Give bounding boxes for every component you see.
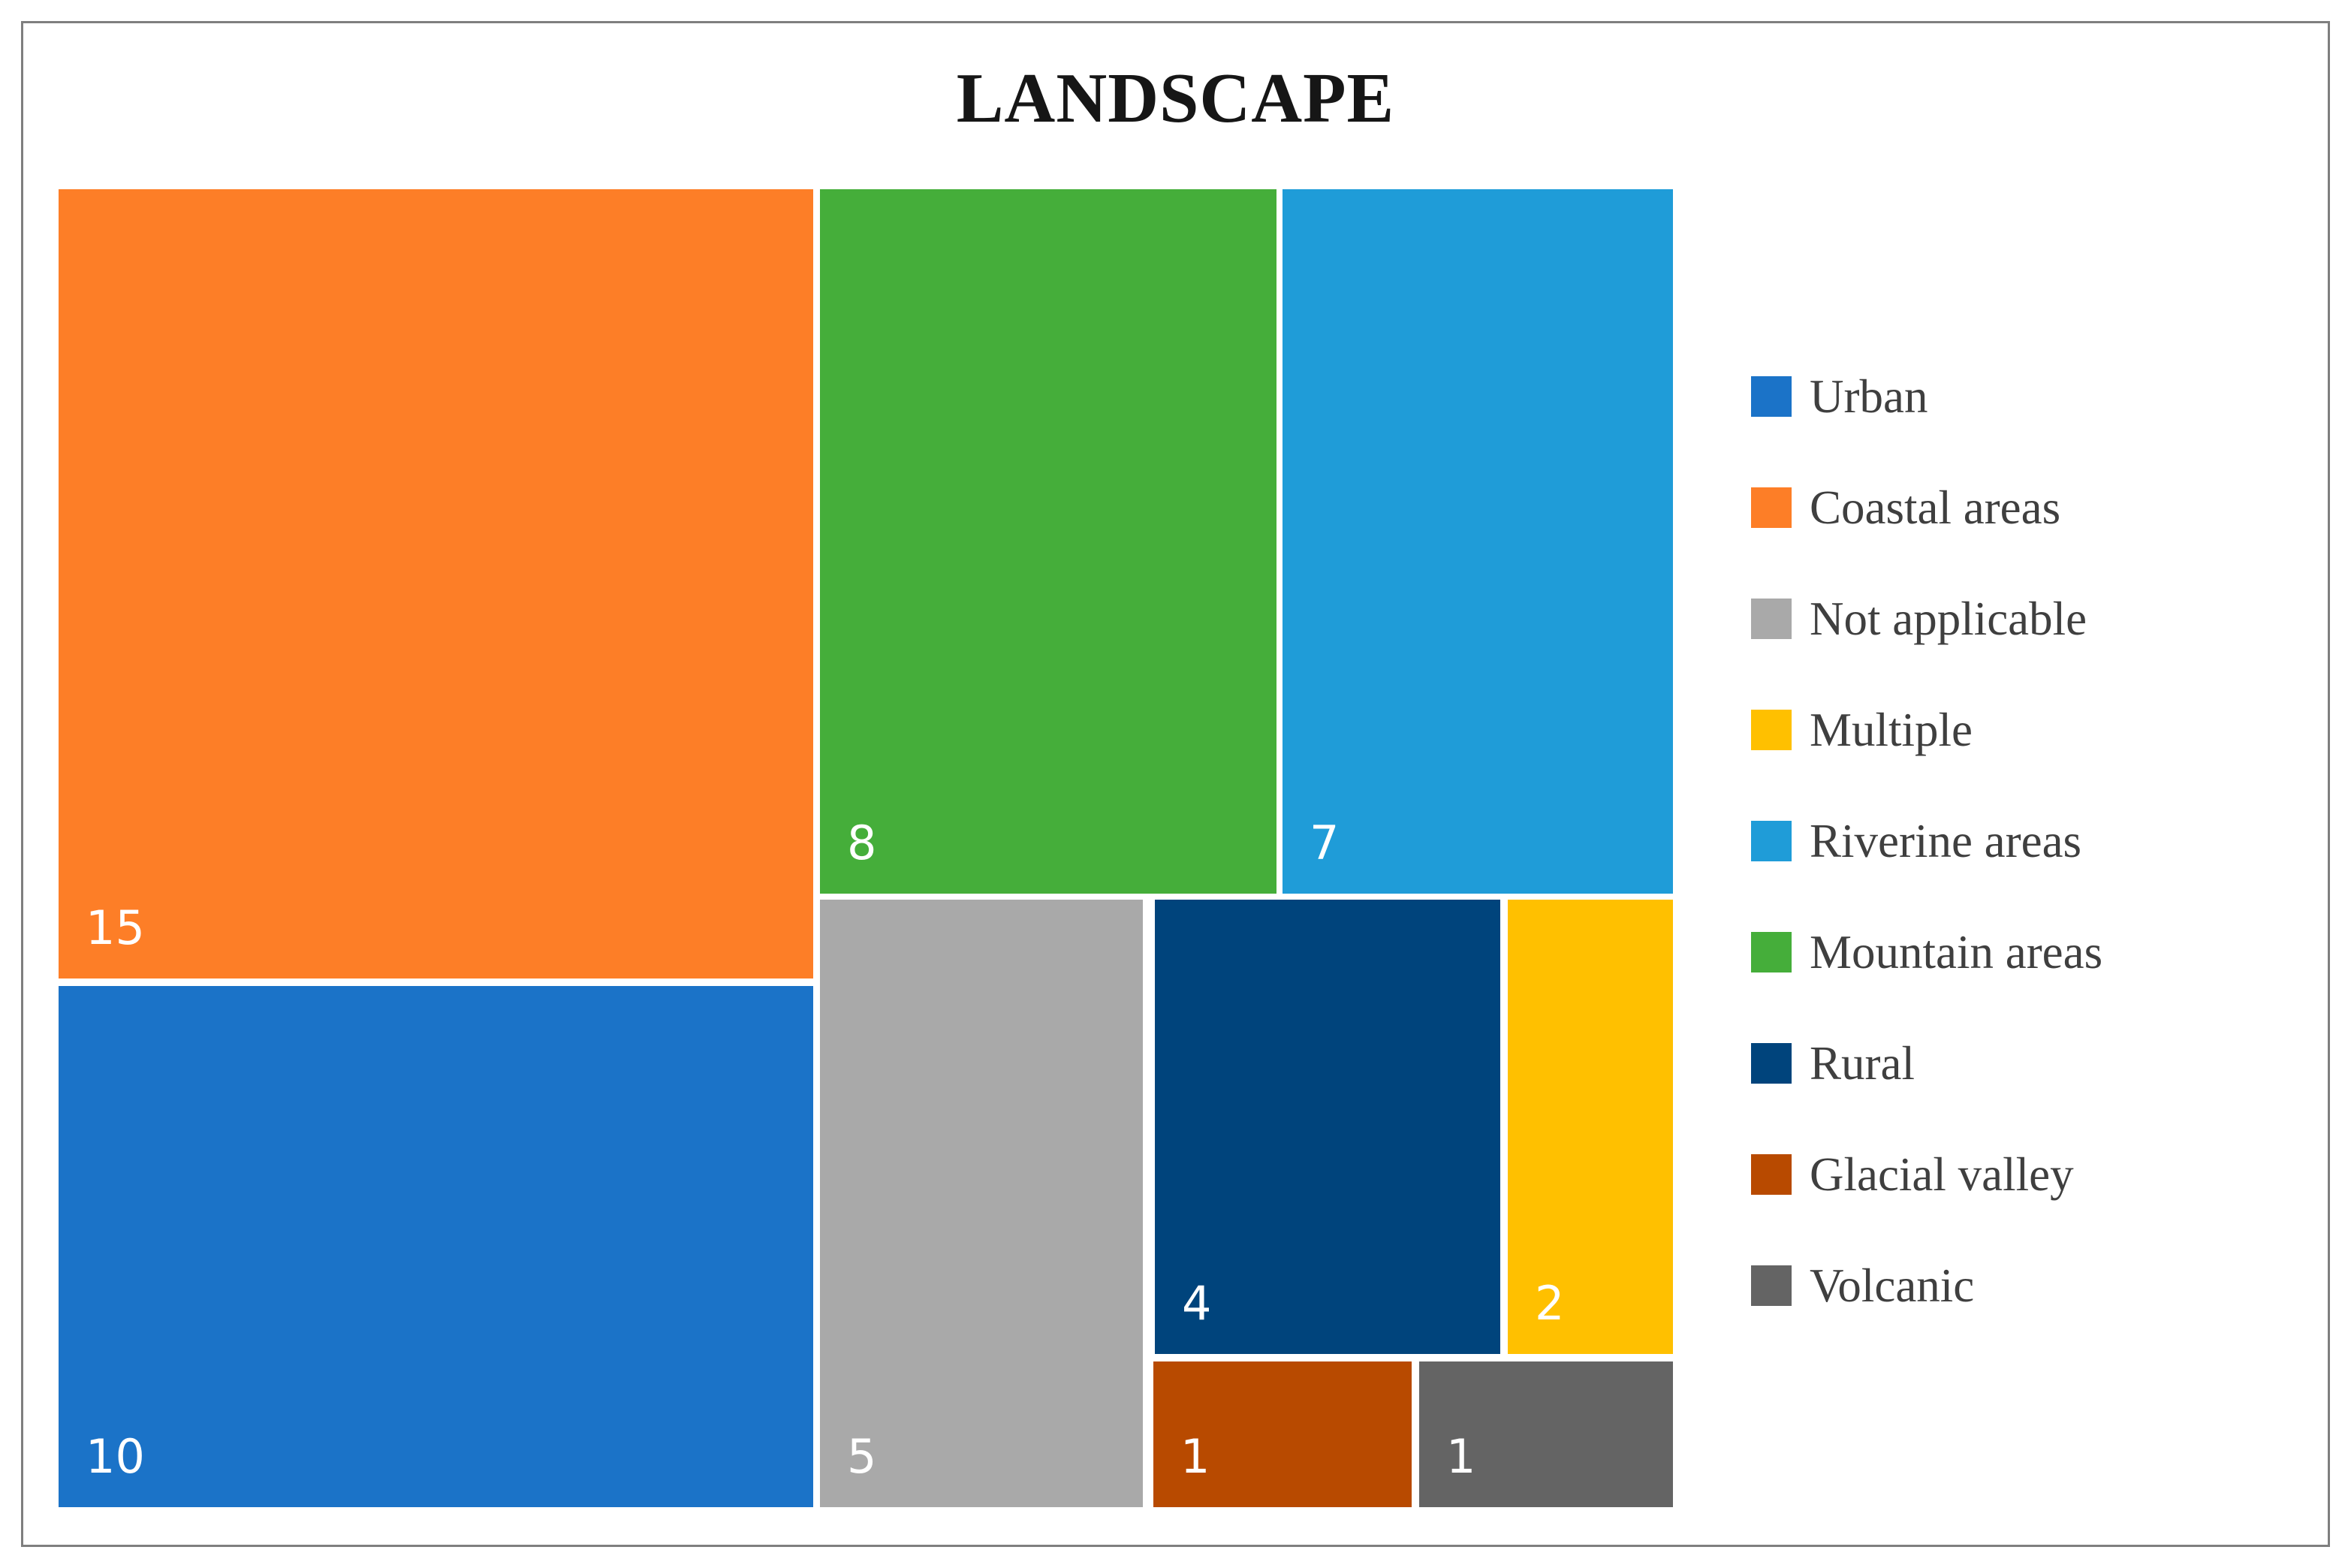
legend-item: Rural — [1751, 1008, 2102, 1119]
treemap-tile-glacial-valley: 1 — [1153, 1361, 1412, 1507]
tile-value-label: 1 — [1446, 1429, 1476, 1484]
legend-item: Volcanic — [1751, 1230, 2102, 1341]
legend-item-label: Riverine areas — [1810, 814, 2082, 867]
treemap-tile-rural: 4 — [1155, 900, 1500, 1354]
legend-item-label: Multiple — [1810, 703, 1973, 756]
tile-value-label: 10 — [86, 1429, 145, 1484]
tile-value-label: 1 — [1180, 1429, 1210, 1484]
legend-swatch — [1751, 1154, 1792, 1195]
legend-swatch — [1751, 710, 1792, 750]
legend-item-label: Urban — [1810, 369, 1928, 423]
legend-item-label: Coastal areas — [1810, 481, 2061, 534]
treemap-plot-area: 15 10 8 7 5 4 2 1 1 — [59, 189, 1673, 1507]
treemap-tile-multiple: 2 — [1508, 900, 1673, 1354]
legend-swatch — [1751, 821, 1792, 861]
tile-value-label: 15 — [86, 900, 145, 955]
legend-item: Not applicable — [1751, 563, 2102, 674]
legend-swatch — [1751, 376, 1792, 417]
tile-value-label: 5 — [847, 1429, 877, 1484]
legend-item-label: Not applicable — [1810, 592, 2087, 645]
legend-swatch — [1751, 932, 1792, 972]
legend-item-label: Volcanic — [1810, 1259, 1975, 1312]
legend-item: Coastal areas — [1751, 452, 2102, 563]
legend-item: Urban — [1751, 341, 2102, 452]
legend: Urban Coastal areas Not applicable Multiple… — [1751, 341, 2102, 1341]
tile-value-label: 8 — [847, 816, 877, 870]
treemap-tile-riverine-areas: 7 — [1283, 189, 1673, 894]
treemap-tile-not-applicable: 5 — [820, 900, 1143, 1507]
legend-item-label: Mountain areas — [1810, 925, 2103, 978]
tile-value-label: 4 — [1182, 1276, 1212, 1331]
legend-swatch — [1751, 1043, 1792, 1084]
chart-title: LANDSCAPE — [956, 59, 1395, 137]
tile-value-label: 2 — [1535, 1276, 1565, 1331]
treemap-tile-mountain-areas: 8 — [820, 189, 1276, 894]
legend-swatch — [1751, 487, 1792, 528]
treemap-tile-coastal-areas: 15 — [59, 189, 813, 978]
treemap-tile-volcanic: 1 — [1419, 1361, 1673, 1507]
tile-value-label: 7 — [1310, 816, 1340, 870]
legend-item-label: Rural — [1810, 1036, 1915, 1090]
legend-item: Mountain areas — [1751, 897, 2102, 1008]
legend-item: Riverine areas — [1751, 786, 2102, 897]
figure-border — [21, 21, 2330, 1547]
legend-item: Multiple — [1751, 674, 2102, 786]
legend-item: Glacial valley — [1751, 1119, 2102, 1230]
legend-swatch — [1751, 599, 1792, 639]
legend-item-label: Glacial valley — [1810, 1147, 2074, 1201]
legend-swatch — [1751, 1265, 1792, 1306]
treemap-tile-urban: 10 — [59, 986, 813, 1507]
